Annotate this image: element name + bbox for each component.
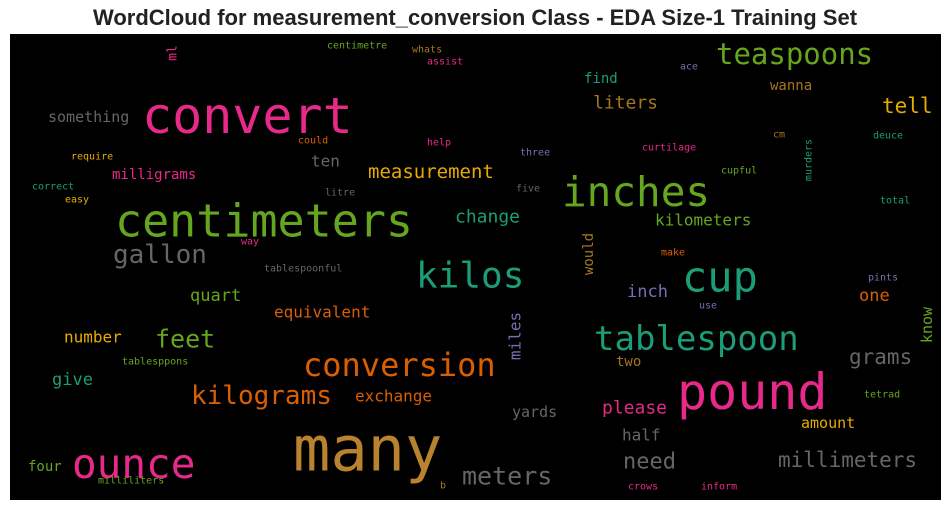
word-miles: miles bbox=[506, 312, 525, 360]
word-equivalent: equivalent bbox=[274, 303, 370, 322]
word-measurement: measurement bbox=[368, 161, 494, 183]
word-know: know bbox=[918, 306, 936, 343]
word-kilometers: kilometers bbox=[655, 211, 751, 230]
word-tablesppons: tablesppons bbox=[122, 357, 188, 368]
word-cm: cm bbox=[773, 130, 785, 141]
word-three: three bbox=[520, 148, 550, 159]
word-quart: quart bbox=[190, 286, 241, 306]
word-help: help bbox=[427, 138, 451, 149]
word-conversion: conversion bbox=[303, 346, 496, 384]
word-centimetre: centimetre bbox=[327, 41, 387, 52]
word-exchange: exchange bbox=[355, 387, 432, 406]
word-tablespoonful: tablespoonful bbox=[264, 264, 342, 275]
word-crows: crows bbox=[628, 482, 658, 493]
word-deuce: deuce bbox=[873, 131, 903, 142]
word-centimeters: centimeters bbox=[115, 195, 413, 248]
word-murders: murders bbox=[804, 139, 815, 181]
word-whats: whats bbox=[412, 45, 442, 56]
chart-title: WordCloud for measurement_conversion Cla… bbox=[92, 5, 858, 30]
word-change: change bbox=[455, 207, 520, 228]
word-cloud-canvas: many convert centimeters pound cup inches ounc… bbox=[28, 37, 936, 493]
word-something: something bbox=[48, 108, 129, 126]
word-ten: ten bbox=[311, 152, 340, 171]
word-cloud: many convert centimeters pound cup inches ounc… bbox=[10, 34, 941, 500]
word-total: total bbox=[880, 196, 910, 207]
word-tetrad: tetrad bbox=[864, 390, 900, 401]
word-kilos: kilos bbox=[416, 256, 524, 297]
word-find: find bbox=[584, 71, 618, 87]
word-easy: easy bbox=[65, 195, 89, 206]
word-one: one bbox=[859, 286, 890, 306]
word-grams: grams bbox=[849, 345, 912, 369]
word-assist: assist bbox=[427, 57, 463, 68]
word-ml: ml bbox=[166, 45, 181, 61]
word-milligrams: milligrams bbox=[112, 167, 196, 183]
word-ounce: ounce bbox=[72, 440, 195, 488]
word-please: please bbox=[602, 398, 667, 419]
word-tell: tell bbox=[882, 94, 933, 118]
word-half: half bbox=[622, 426, 661, 445]
word-pints: pints bbox=[868, 273, 898, 284]
word-many: many bbox=[293, 413, 442, 486]
word-convert: convert bbox=[142, 87, 353, 145]
word-inform: inform bbox=[701, 482, 737, 493]
word-need: need bbox=[623, 450, 676, 475]
word-cup: cup bbox=[682, 253, 758, 302]
word-yards: yards bbox=[512, 403, 557, 421]
word-way: way bbox=[241, 237, 259, 248]
word-require: require bbox=[71, 152, 113, 163]
word-litre: litre bbox=[325, 188, 355, 199]
word-give: give bbox=[52, 370, 93, 390]
word-two: two bbox=[616, 354, 641, 370]
word-b: b bbox=[440, 481, 446, 492]
word-meters: meters bbox=[462, 462, 552, 491]
word-four: four bbox=[28, 459, 62, 475]
word-millimeters: millimeters bbox=[778, 448, 917, 472]
word-feet: feet bbox=[155, 325, 215, 354]
word-gallon: gallon bbox=[113, 240, 207, 270]
word-tablespoon: tablespoon bbox=[594, 319, 799, 359]
word-amount: amount bbox=[801, 414, 855, 432]
word-kilograms: kilograms bbox=[191, 381, 332, 411]
word-cupful: cupful bbox=[721, 166, 757, 177]
word-wanna: wanna bbox=[770, 78, 812, 94]
word-would: would bbox=[581, 233, 597, 275]
word-pound: pound bbox=[677, 363, 828, 421]
word-teaspoons: teaspoons bbox=[716, 37, 873, 71]
word-inches: inches bbox=[562, 168, 710, 216]
word-number: number bbox=[64, 328, 122, 347]
word-use: use bbox=[699, 301, 717, 312]
word-five: five bbox=[516, 184, 540, 195]
word-could: could bbox=[298, 136, 328, 147]
word-milliliters: milliliters bbox=[98, 476, 164, 487]
word-liters: liters bbox=[593, 93, 658, 114]
word-make: make bbox=[661, 248, 685, 259]
word-ace: ace bbox=[680, 62, 698, 73]
word-inch: inch bbox=[627, 282, 668, 302]
word-correct: correct bbox=[32, 182, 74, 193]
word-curtilage: curtilage bbox=[642, 143, 696, 154]
